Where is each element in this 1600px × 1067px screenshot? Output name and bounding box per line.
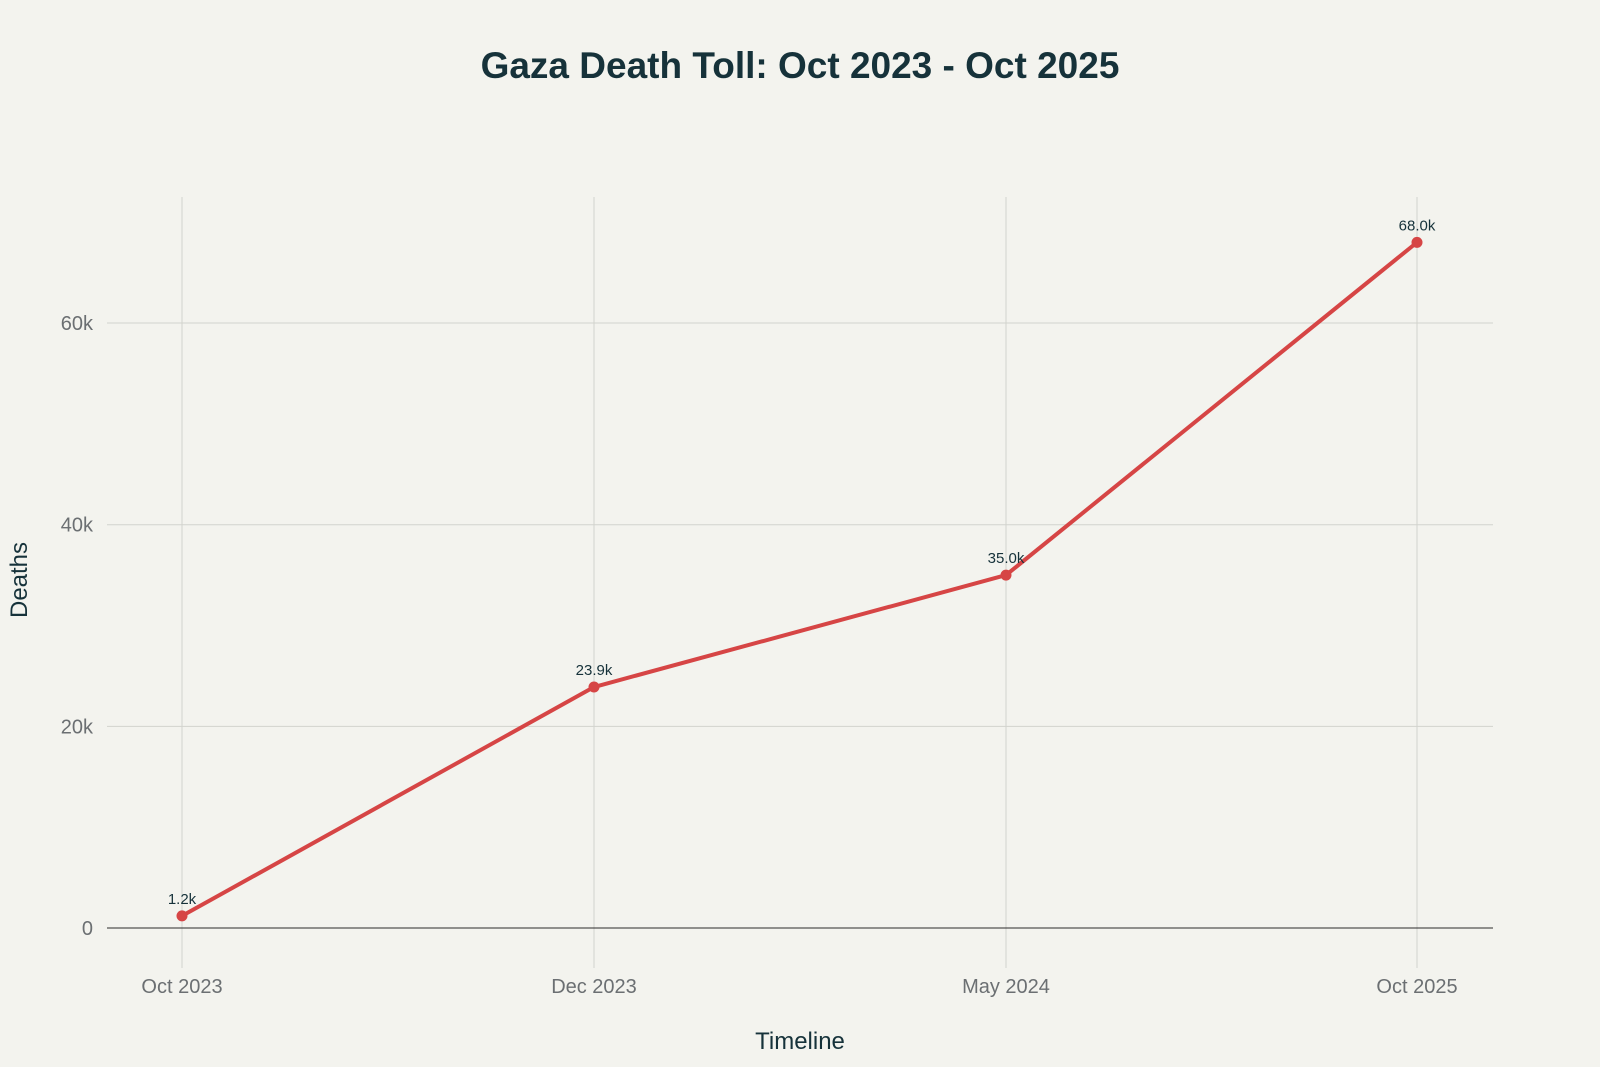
chart-title: Gaza Death Toll: Oct 2023 - Oct 2025 bbox=[481, 45, 1120, 86]
y-axis-ticks: 0 20k 40k 60k bbox=[61, 313, 94, 940]
data-point bbox=[176, 910, 188, 922]
x-tick-label: Oct 2025 bbox=[1376, 976, 1457, 998]
x-tick-label: May 2024 bbox=[962, 976, 1050, 998]
data-label: 35.0k bbox=[988, 550, 1025, 567]
y-tick-label: 20k bbox=[61, 716, 94, 738]
data-point bbox=[1000, 569, 1012, 581]
data-labels: 1.2k 23.9k 35.0k 68.0k bbox=[168, 217, 1436, 908]
y-tick-label: 0 bbox=[82, 918, 93, 940]
y-tick-label: 60k bbox=[61, 313, 94, 335]
x-axis-ticks: Oct 2023 Dec 2023 May 2024 Oct 2025 bbox=[141, 976, 1457, 998]
gridlines bbox=[107, 197, 1493, 968]
data-label: 23.9k bbox=[576, 662, 613, 679]
x-tick-label: Dec 2023 bbox=[551, 976, 637, 998]
data-point bbox=[588, 681, 600, 693]
series-line bbox=[180, 240, 1419, 918]
x-axis-title: Timeline bbox=[755, 1028, 845, 1055]
data-point bbox=[1411, 236, 1423, 248]
data-label: 68.0k bbox=[1399, 217, 1436, 234]
data-label: 1.2k bbox=[168, 891, 197, 908]
x-tick-label: Oct 2023 bbox=[141, 976, 222, 998]
series-group bbox=[176, 236, 1423, 922]
y-axis-title: Deaths bbox=[6, 542, 33, 618]
y-tick-label: 40k bbox=[61, 515, 94, 537]
